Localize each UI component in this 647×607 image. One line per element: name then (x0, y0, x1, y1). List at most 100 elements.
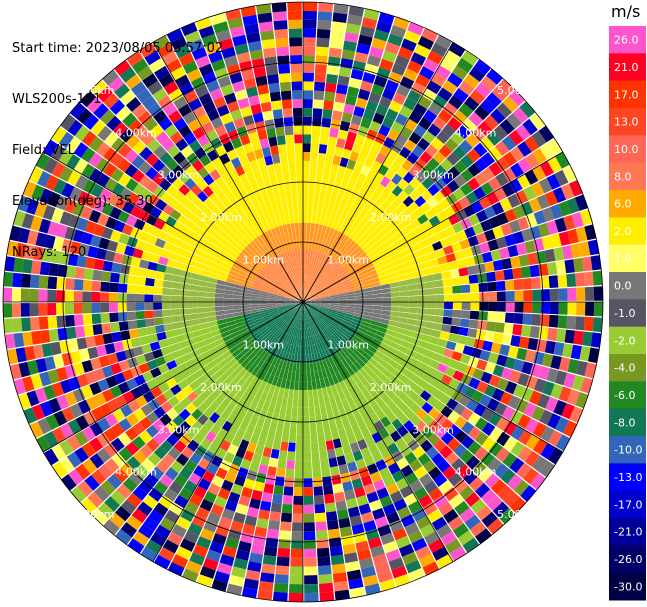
velocity-gate (230, 109, 243, 121)
velocity-gate (529, 325, 540, 339)
velocity-gate (509, 370, 522, 384)
velocity-gate (240, 330, 250, 338)
velocity-gate (38, 275, 49, 289)
velocity-gate (584, 362, 597, 379)
velocity-gate (285, 270, 291, 280)
velocity-gate (372, 309, 382, 315)
velocity-gate (397, 401, 410, 414)
velocity-gate (439, 331, 450, 341)
velocity-gate (516, 462, 532, 479)
velocity-gate (410, 52, 427, 66)
velocity-gate (303, 99, 313, 109)
velocity-gate (125, 378, 138, 391)
velocity-gate (292, 107, 303, 117)
velocity-gate (340, 57, 354, 69)
velocity-gate (469, 283, 480, 293)
velocity-gate (391, 197, 403, 209)
velocity-gate (273, 316, 282, 323)
velocity-gate (80, 385, 94, 399)
velocity-gate (284, 251, 290, 261)
velocity-gate (245, 123, 257, 135)
velocity-gate (436, 524, 452, 539)
velocity-gate (517, 141, 532, 157)
velocity-gate (91, 469, 107, 486)
velocity-gate (389, 315, 399, 322)
velocity-gate (272, 282, 281, 289)
velocity-gate (215, 524, 230, 537)
velocity-gate (301, 310, 303, 320)
velocity-gate (272, 11, 288, 22)
velocity-gate (184, 219, 196, 230)
velocity-gate (214, 188, 225, 200)
velocity-gate (77, 399, 91, 415)
velocity-gate (303, 310, 305, 320)
velocity-gate (381, 225, 392, 236)
velocity-gate (523, 402, 537, 418)
velocity-gate (451, 65, 469, 81)
velocity-gate (510, 425, 525, 441)
velocity-gate (164, 509, 180, 524)
velocity-gate (261, 314, 271, 320)
velocity-gate (324, 226, 332, 236)
velocity-gate (523, 289, 533, 302)
velocity-gate (332, 201, 341, 212)
velocity-gate (452, 187, 466, 201)
velocity-gate (277, 359, 284, 370)
velocity-gate (332, 333, 341, 342)
velocity-gate (321, 414, 329, 424)
velocity-gate (334, 264, 343, 273)
velocity-gate (443, 205, 456, 218)
velocity-gate (438, 144, 453, 158)
velocity-gate (149, 226, 162, 238)
velocity-gate (322, 359, 329, 370)
velocity-gate (153, 35, 170, 50)
velocity-gate (310, 291, 318, 298)
velocity-gate (257, 129, 268, 141)
velocity-gate (374, 350, 385, 359)
velocity-gate (391, 336, 402, 345)
velocity-gate (468, 111, 484, 127)
velocity-gate (311, 279, 318, 288)
velocity-gate (325, 315, 334, 322)
velocity-gate (271, 100, 282, 111)
velocity-gate (158, 339, 169, 349)
velocity-gate (117, 293, 127, 302)
velocity-gate (345, 23, 361, 35)
velocity-gate (372, 285, 382, 291)
velocity-gate (253, 357, 262, 367)
velocity-gate (318, 396, 326, 407)
velocity-gate (346, 306, 356, 311)
velocity-gate (421, 401, 434, 414)
velocity-gate (184, 459, 198, 473)
velocity-gate (347, 506, 361, 518)
velocity-gate (258, 92, 271, 104)
velocity-gate (429, 377, 441, 388)
velocity-gate (328, 291, 338, 296)
velocity-gate (320, 304, 330, 308)
velocity-gate (91, 508, 109, 525)
velocity-gate (59, 456, 75, 474)
velocity-gate (447, 437, 461, 452)
colorbar-tick-label: -17.0 (614, 498, 642, 511)
velocity-gate (136, 319, 147, 329)
velocity-gate (458, 326, 469, 337)
velocity-gate (241, 263, 252, 272)
velocity-gate (289, 575, 303, 585)
velocity-gate (396, 364, 407, 375)
velocity-gate (117, 381, 131, 395)
velocity-gate (456, 258, 467, 269)
velocity-gate (276, 556, 290, 567)
velocity-gate (352, 60, 366, 72)
velocity-gate (486, 321, 497, 332)
velocity-gate (197, 307, 207, 314)
velocity-gate (417, 362, 429, 373)
velocity-gate (185, 402, 197, 415)
velocity-gate (496, 291, 506, 302)
velocity-gate (133, 408, 146, 422)
velocity-gate (227, 17, 244, 30)
velocity-gate (557, 315, 568, 329)
velocity-gate (573, 330, 584, 346)
velocity-gate (427, 102, 443, 116)
velocity-gate (162, 316, 173, 325)
velocity-gate (182, 242, 193, 252)
